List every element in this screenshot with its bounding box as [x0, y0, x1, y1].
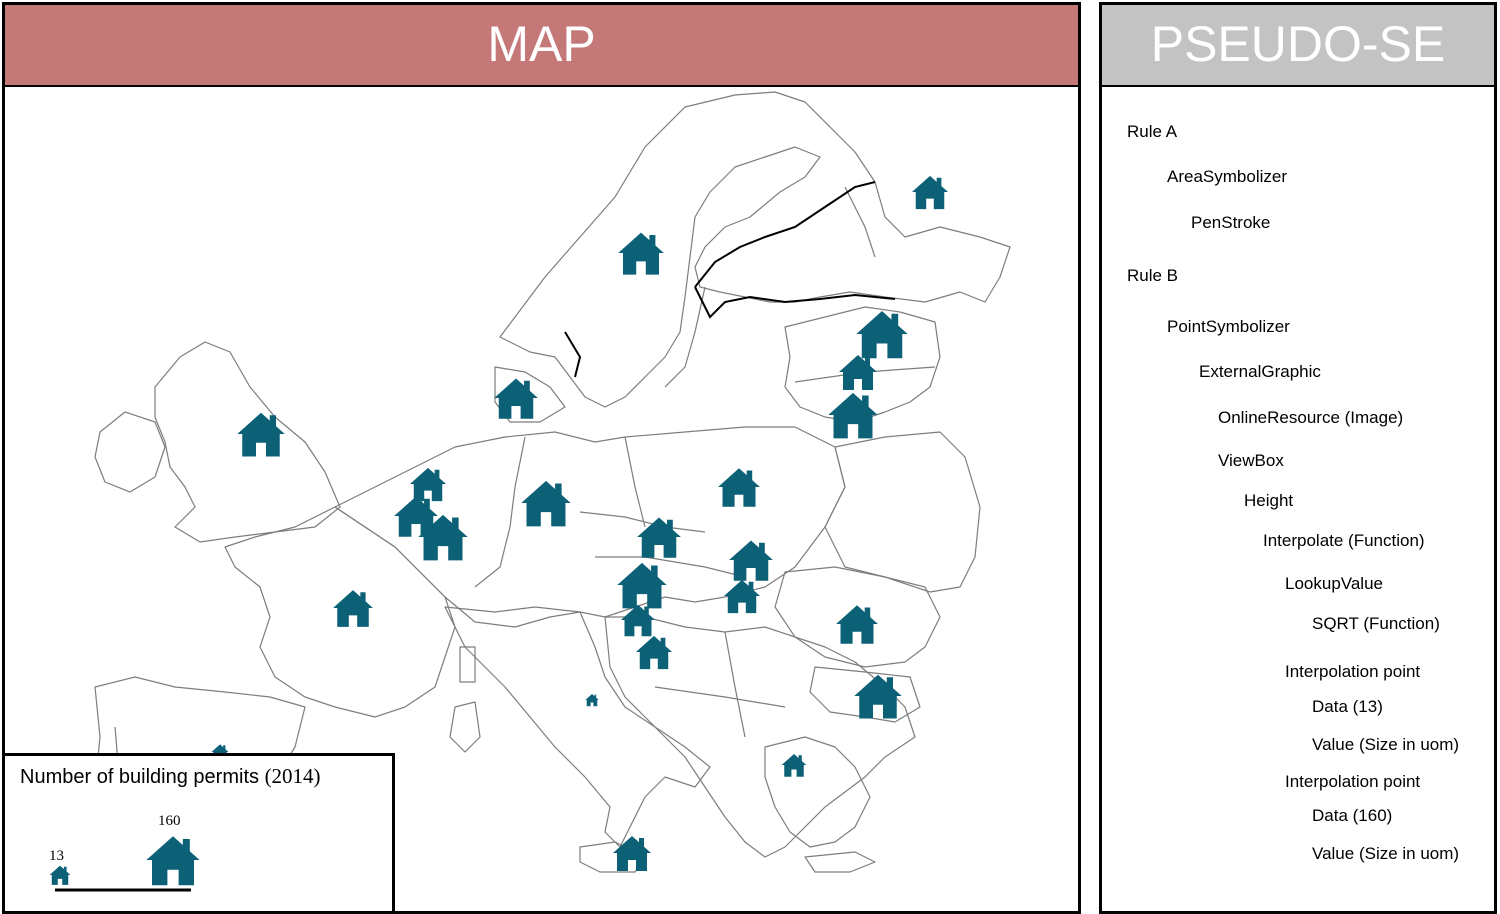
house-icon [618, 232, 664, 275]
se-lookup-value: LookupValue [1285, 574, 1383, 593]
se-rule-b: Rule B [1127, 266, 1179, 285]
se-area-symbolizer: AreaSymbolizer [1167, 167, 1287, 186]
se-data-160: Data (160) [1312, 806, 1393, 825]
pseudo-se-title: PSEUDO-SE [1102, 5, 1494, 87]
country-borders [94, 91, 1011, 873]
house-icon [49, 865, 71, 885]
house-icon [494, 378, 538, 419]
house-icon [718, 468, 760, 507]
se-interpolate: Interpolate (Function) [1263, 531, 1425, 550]
house-icon [617, 562, 667, 609]
legend-max-label: 160 [158, 813, 181, 829]
se-rule-a: Rule A [1127, 122, 1178, 141]
house-icon [911, 175, 949, 210]
house-icon [828, 392, 878, 439]
se-online-resource: OnlineResource (Image) [1218, 408, 1404, 427]
se-external-graphic: ExternalGraphic [1199, 362, 1321, 381]
house-icon [409, 467, 447, 502]
coastline-detail [564, 181, 896, 378]
house-icon [521, 480, 571, 527]
map-panel: MAP [2, 2, 1081, 914]
se-interpolation-point-2: Interpolation point [1285, 772, 1421, 791]
house-icon [333, 590, 373, 627]
se-viewbox: ViewBox [1218, 451, 1284, 470]
se-interpolation-point-1: Interpolation point [1285, 662, 1421, 681]
se-sqrt: SQRT (Function) [1312, 614, 1440, 633]
house-icon [723, 579, 761, 614]
se-value-1: Value (Size in uom) [1312, 735, 1460, 754]
pseudo-se-panel: PSEUDO-SE Rule A AreaSymbolizer PenStrok… [1099, 2, 1497, 914]
house-icon [635, 635, 673, 670]
house-icon [729, 540, 773, 581]
house-icon [781, 753, 807, 777]
house-icon [856, 311, 908, 359]
legend-year: (2014) [264, 764, 321, 788]
map-title: MAP [5, 5, 1078, 87]
map-legend: Number of building permits (2014) 13 160 [5, 753, 395, 911]
house-icon [585, 694, 599, 707]
se-value-2: Value (Size in uom) [1312, 844, 1460, 863]
se-point-symbolizer: PointSymbolizer [1167, 317, 1290, 336]
house-icon [146, 836, 200, 886]
se-height: Height [1244, 491, 1294, 510]
legend-graphic [49, 836, 200, 892]
legend-title: Number of building permits [20, 766, 259, 788]
house-icon [854, 674, 902, 719]
house-icon [613, 836, 651, 871]
europe-map [94, 91, 1011, 873]
se-pen-stroke: PenStroke [1191, 213, 1271, 232]
se-data-13: Data (13) [1312, 697, 1383, 716]
house-icon [839, 355, 877, 390]
legend-min-label: 13 [49, 848, 64, 864]
house-icon [836, 605, 878, 644]
